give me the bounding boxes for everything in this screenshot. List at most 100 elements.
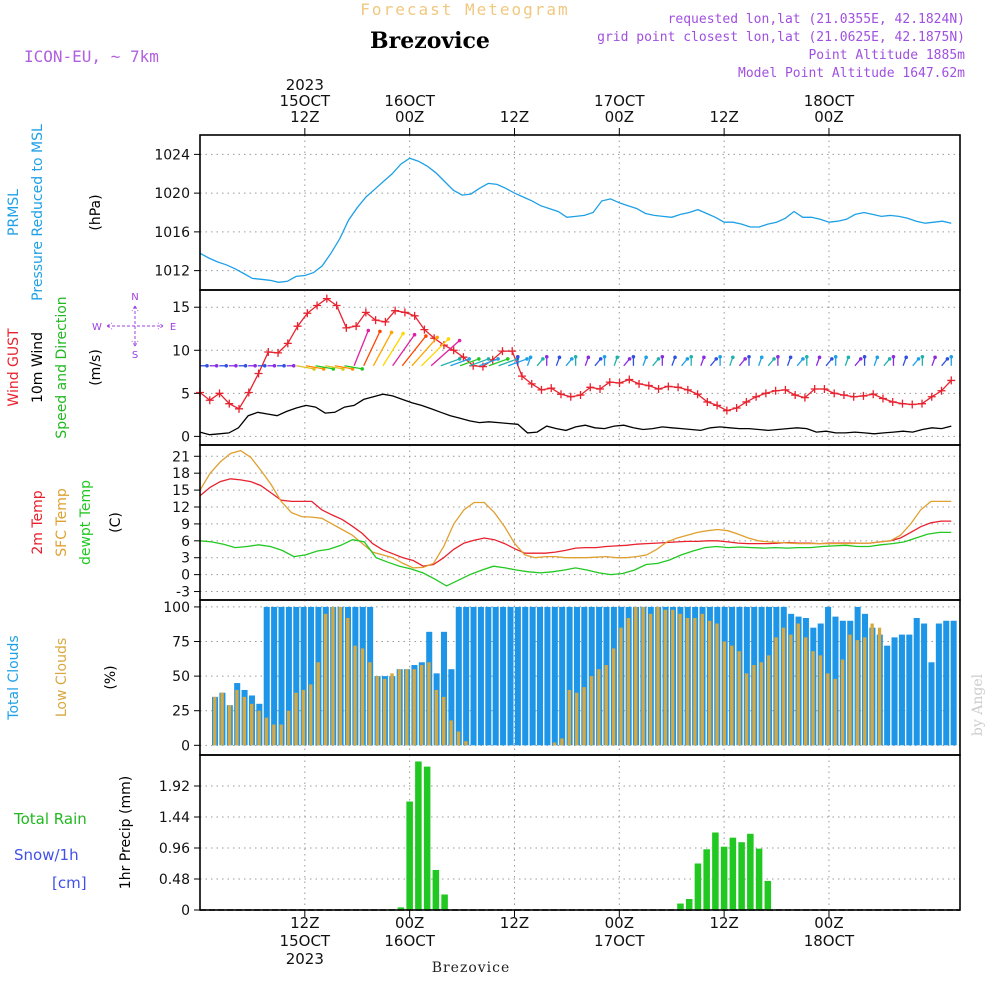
compass-west: W xyxy=(92,322,102,333)
wind-arrow-head xyxy=(920,354,925,359)
wind-arrow xyxy=(440,358,460,367)
bar-total-cloud xyxy=(440,631,448,746)
gust-marker xyxy=(283,339,292,348)
bar-total-cloud xyxy=(470,606,477,746)
bar-precip xyxy=(747,833,754,910)
wind-arrow-head xyxy=(291,363,296,368)
bar-total-cloud xyxy=(943,620,950,746)
y-axis-labels: PRMSL Pressure Reduced to MSL (hPa) xyxy=(6,124,104,301)
bar-low-cloud xyxy=(730,645,734,746)
wind-arrow xyxy=(498,358,518,367)
time-label-top: 00Z xyxy=(814,108,843,126)
wind-arrow-head xyxy=(541,357,545,361)
gust-marker xyxy=(313,301,322,310)
gust-marker xyxy=(225,399,234,408)
bar-low-cloud xyxy=(250,703,254,746)
y-axis-label: (hPa) xyxy=(88,194,104,230)
y-axis-label: Pressure Reduced to MSL xyxy=(30,124,46,301)
bar-total-cloud xyxy=(950,620,957,746)
y-axis-label: 2m Temp xyxy=(30,490,46,554)
tick-label: 1020 xyxy=(154,186,190,202)
wind-arrow-head xyxy=(496,357,500,361)
bar-low-cloud xyxy=(575,692,579,746)
time-label-bottom: 17OCT xyxy=(594,932,645,950)
wind-arrow-head xyxy=(516,354,520,359)
bar-low-cloud xyxy=(767,655,771,746)
time-label-bottom: 15OCT xyxy=(280,932,331,950)
gust-marker xyxy=(810,385,819,394)
wind-arrow-head xyxy=(435,335,440,340)
bar-total-cloud xyxy=(285,606,292,746)
gust-marker xyxy=(449,346,458,355)
y-axis-labels: 2m Temp SFC Temp dewpt Temp (C) xyxy=(30,480,124,565)
bar-precip xyxy=(423,766,431,910)
y-axis-label: Wind GUST xyxy=(6,328,22,407)
bar-low-cloud xyxy=(227,705,232,746)
wind-arrow-head xyxy=(544,354,549,359)
wind-arrow-head xyxy=(627,357,632,361)
gust-marker xyxy=(235,404,244,413)
bar-low-cloud xyxy=(870,623,874,746)
wind-arrow-head xyxy=(858,357,863,361)
panel-precip: 0 0.48 0.96 1.44 1.92 1hr Precip (mm) Total Ra… xyxy=(13,754,961,919)
gust-marker xyxy=(722,406,731,415)
bar-low-cloud xyxy=(220,692,224,746)
tick-label: 15 xyxy=(172,300,190,316)
tick-label: 10 xyxy=(172,343,190,359)
y-ticks: 0 0.48 0.96 1.44 1.92 xyxy=(159,779,200,919)
bar-low-cloud xyxy=(552,742,557,746)
wind-arrow xyxy=(459,358,480,367)
gust-marker xyxy=(254,369,263,378)
time-label-bottom: 2023 xyxy=(286,950,324,968)
y-axis-label: SFC Temp xyxy=(54,488,70,557)
bar-low-cloud xyxy=(619,627,623,746)
series-line-pressure xyxy=(199,157,952,283)
wind-arrow-head xyxy=(776,354,780,359)
data-wind xyxy=(196,294,956,436)
bar-total-cloud xyxy=(293,606,300,746)
y-axis-label: 10m Wind xyxy=(30,332,46,403)
bar-total-cloud xyxy=(300,606,307,746)
gust-marker xyxy=(342,323,351,332)
series-line-wind10m xyxy=(199,393,952,436)
gust-marker xyxy=(459,353,468,362)
wind-arrow-head xyxy=(525,357,529,361)
y-axis-labels: Wind GUST 10m Wind Speed and Direction (m/s… xyxy=(6,296,104,438)
gust-marker xyxy=(556,390,565,399)
gust-marker xyxy=(625,375,634,384)
bar-total-cloud xyxy=(544,606,551,746)
wind-arrow xyxy=(296,365,315,370)
time-label-top: 12Z xyxy=(500,108,529,126)
wind-arrow xyxy=(421,338,449,367)
bar-low-cloud xyxy=(449,720,453,746)
bar-low-cloud xyxy=(611,648,616,746)
wind-arrow-head xyxy=(366,328,371,333)
gust-marker xyxy=(742,397,751,406)
bar-total-cloud xyxy=(463,606,470,746)
wind-arrow-head xyxy=(801,357,805,361)
gust-marker xyxy=(420,325,429,334)
tick-label: 0.96 xyxy=(159,841,190,857)
gust-marker xyxy=(830,389,839,398)
location-title: Brezovice xyxy=(370,28,490,54)
bar-low-cloud xyxy=(257,710,261,746)
time-label-top: 12Z xyxy=(290,108,319,126)
bar-low-cloud xyxy=(641,606,645,746)
bar-low-cloud xyxy=(235,689,239,746)
bar-precip xyxy=(677,903,684,910)
gust-marker xyxy=(654,385,663,394)
bar-low-cloud xyxy=(279,724,283,746)
data-pressure xyxy=(199,157,952,283)
bar-low-cloud xyxy=(301,689,306,746)
compass-south: S xyxy=(132,350,138,361)
time-label-top: 2023 xyxy=(286,76,324,94)
wind-arrow-head xyxy=(891,354,896,359)
time-label-top: 12Z xyxy=(709,108,738,126)
tick-label: 6 xyxy=(181,534,190,550)
wind-arrow-head xyxy=(830,357,834,361)
time-label-bottom: 12Z xyxy=(709,914,738,932)
tick-label: 18 xyxy=(172,466,190,482)
gust-marker xyxy=(635,379,644,388)
